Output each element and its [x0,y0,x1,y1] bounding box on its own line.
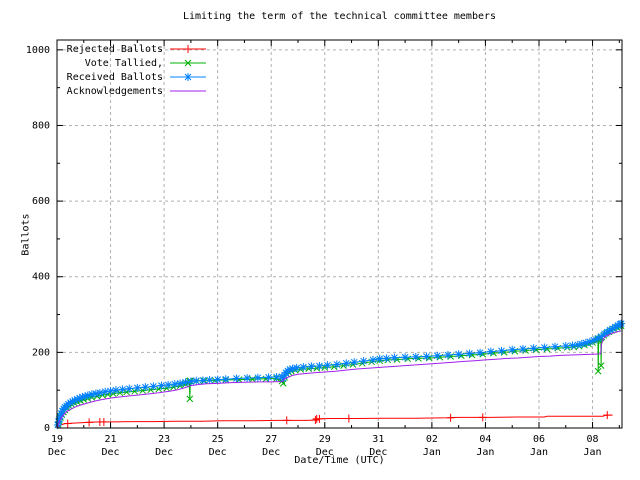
svg-text:800: 800 [32,120,50,131]
svg-text:02: 02 [426,434,438,445]
svg-text:19: 19 [51,434,63,445]
x-axis-title: Date/Time (UTC) [294,455,385,466]
svg-text:600: 600 [32,196,50,207]
svg-text:Dec: Dec [155,447,173,458]
svg-text:Jan: Jan [476,447,494,458]
svg-text:Dec: Dec [48,447,66,458]
svg-text:29: 29 [319,434,331,445]
svg-text:27: 27 [265,434,277,445]
svg-text:0: 0 [44,423,50,434]
svg-text:Jan: Jan [423,447,441,458]
svg-text:21: 21 [105,434,117,445]
svg-text:Dec: Dec [102,447,120,458]
svg-text:08: 08 [587,434,599,445]
series-rejected-ballots [56,411,613,429]
plot-border [56,39,623,429]
svg-text:Dec: Dec [369,447,387,458]
svg-text:31: 31 [372,434,384,445]
svg-text:25: 25 [212,434,224,445]
svg-text:1000: 1000 [26,45,50,56]
svg-text:Jan: Jan [530,447,548,458]
svg-text:23: 23 [158,434,170,445]
series-received-ballots [53,319,626,429]
axis-ticks [56,40,622,429]
tick-labels: 0 200 400 600 800 1000 19 Dec 21 Dec 23 Dec 25 Dec 27 D… [26,45,602,458]
svg-text:06: 06 [533,434,545,445]
svg-text:200: 200 [32,347,50,358]
svg-text:Dec: Dec [209,447,227,458]
svg-text:Jan: Jan [584,447,602,458]
svg-text:Dec: Dec [262,447,280,458]
svg-text:400: 400 [32,272,50,283]
svg-text:Dec: Dec [316,447,334,458]
gridlines [57,40,622,428]
svg-text:04: 04 [479,434,491,445]
series-acknowledgements [56,330,622,429]
chart-title: Limiting the term of the technical commi… [182,11,497,22]
